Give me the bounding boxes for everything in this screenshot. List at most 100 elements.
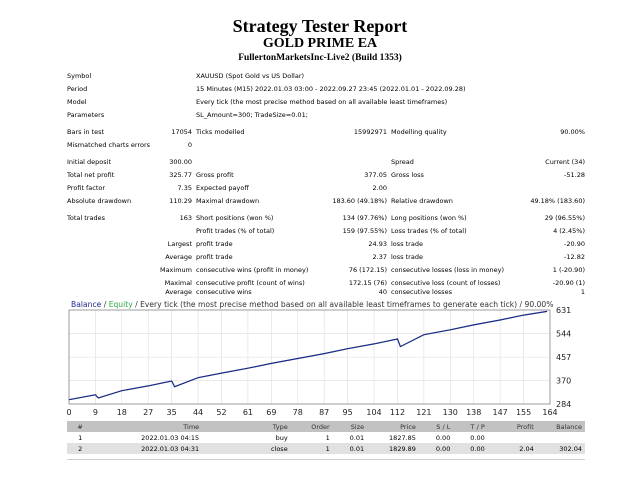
x-tick-label: 35 [167, 408, 177, 417]
cell-price: 1827.85 [367, 432, 419, 443]
plot-frame [68, 309, 551, 405]
stat-value-initial-deposit: 300.00 [169, 158, 192, 166]
deals-table: # Time Type Order Size Price S / L T / P… [67, 421, 585, 454]
x-tick-label: 52 [216, 408, 226, 417]
chart-legend: Balance / Equity / Every tick (the most … [71, 300, 553, 309]
x-tick-label: 27 [143, 408, 153, 417]
stat-label-maximal-drawdown: Maximal drawdown [196, 197, 260, 205]
balance-line [68, 310, 548, 401]
stat-value-long-positions: 29 (96.55%) [544, 214, 585, 222]
stat-value-largest-profit: 24.93 [368, 240, 387, 248]
stat-label-long-positions: Long positions (won %) [391, 214, 467, 222]
stat-pre-largest: Largest [167, 240, 192, 248]
stat-label-total-trades: Total trades [67, 214, 105, 222]
stat-value-net-profit: 325.77 [169, 171, 192, 179]
info-label-period: Period [67, 85, 88, 93]
info-value-parameters: SL_Amount=300; TradeSize=0.01; [196, 111, 308, 119]
stat-label-short-positions: Short positions (won %) [196, 214, 274, 222]
y-tick-label: 457 [556, 353, 571, 362]
x-tick-label: 78 [293, 408, 303, 417]
cell-time: 2022.01.03 04:15 [93, 432, 203, 443]
stat-value-absolute-drawdown: 110.29 [169, 197, 192, 205]
col-header-order: Order [290, 421, 333, 432]
cell-type: buy [202, 432, 291, 443]
stat-label-expected-payoff: Expected payoff [196, 184, 249, 192]
report-title: Strategy Tester Report [232, 16, 408, 36]
cell-order: 1 [290, 443, 333, 454]
stat-label-avg-cons-losses: consecutive losses [391, 288, 452, 296]
stat-label-ticks: Ticks modelled [196, 128, 245, 136]
cell-sl: 0.00 [418, 443, 454, 454]
cell-balance: 302.04 [536, 443, 585, 454]
legend-separator: / [101, 300, 108, 309]
col-header-time: Time [93, 421, 203, 432]
x-tick-label: 130 [443, 408, 458, 417]
cell-size: 0.01 [332, 443, 368, 454]
cell-time: 2022.01.03 04:31 [93, 443, 203, 454]
stat-value-average-profit: 2.37 [372, 253, 387, 261]
page-divider [67, 459, 585, 460]
legend-balance: Balance [71, 300, 102, 309]
stat-label-relative-drawdown: Relative drawdown [391, 197, 453, 205]
stat-label-profit-trades: Profit trades (% of total) [196, 227, 275, 235]
stat-value-avg-cons-wins: 40 [378, 288, 387, 296]
cell-sl: 0.00 [418, 432, 454, 443]
y-tick-label: 284 [556, 400, 571, 409]
col-header-size: Size [332, 421, 368, 432]
cell-order: 1 [290, 432, 333, 443]
cell-balance [536, 432, 585, 443]
ea-name: GOLD PRIME EA [262, 36, 378, 51]
deals-header-row: # Time Type Order Size Price S / L T / P… [67, 421, 585, 432]
stat-value-loss-trades: 4 (2.45%) [553, 227, 585, 235]
stat-label-spread: Spread [391, 158, 414, 166]
y-tick-label: 370 [556, 377, 571, 386]
col-header-profit: Profit [487, 421, 537, 432]
stat-value-short-positions: 134 (97.76%) [342, 214, 387, 222]
stat-label-maximal-cons-profit: consecutive profit (count of wins) [196, 279, 305, 287]
stat-value-gross-profit: 377.05 [364, 171, 387, 179]
col-header-price: Price [367, 421, 419, 432]
stat-value-profit-trades: 159 (97.55%) [342, 227, 387, 235]
y-tick-label: 544 [556, 330, 571, 339]
stat-label-net-profit: Total net profit [67, 171, 115, 179]
stat-value-spread: Current (34) [545, 158, 585, 166]
x-tick-label: 0 [67, 408, 72, 417]
x-tick-label: 9 [93, 408, 98, 417]
x-tick-label: 104 [366, 408, 381, 417]
x-tick-label: 112 [390, 408, 405, 417]
stat-value-max-cons-wins: 76 (172.15) [348, 266, 387, 274]
legend-equity: Equity [109, 300, 134, 309]
x-tick-label: 18 [117, 408, 127, 417]
cell-price: 1829.89 [367, 443, 419, 454]
info-value-model: Every tick (the most precise method base… [196, 98, 448, 106]
stat-value-relative-drawdown: 49.18% (183.60) [530, 197, 585, 205]
stat-value-avg-cons-losses: 1 [580, 288, 585, 296]
cell-tp: 0.00 [453, 432, 488, 443]
stat-value-bars: 17054 [171, 128, 192, 136]
x-tick-label: 44 [193, 408, 203, 417]
y-tick-label: 631 [556, 306, 571, 315]
legend-text: / Every tick (the most precise method ba… [133, 300, 554, 309]
stat-label-bars: Bars in test [67, 128, 105, 136]
info-value-period: 15 Minutes (M15) 2022.01.03 03:00 - 2022… [196, 85, 466, 93]
stat-label-absolute-drawdown: Absolute drawdown [67, 197, 132, 205]
table-row: 1 2022.01.03 04:15 buy 1 0.01 1827.85 0.… [67, 432, 585, 443]
info-label-parameters: Parameters [67, 111, 105, 119]
stat-label-mismatched: Mismatched charts errors [67, 141, 151, 149]
cell-number: 1 [67, 432, 94, 443]
stat-label-avg-cons-wins: consecutive wins [196, 288, 252, 296]
info-label-model: Model [67, 98, 87, 106]
stat-value-largest-loss: -20.90 [564, 240, 585, 248]
x-tick-label: 121 [416, 408, 431, 417]
x-tick-label: 87 [319, 408, 329, 417]
col-header-tp: T / P [453, 421, 488, 432]
stat-label-average-loss: loss trade [391, 253, 423, 261]
server-info: FullertonMarketsInc-Live2 (Build 1353) [238, 53, 402, 63]
stat-label-loss-trades: Loss trades (% of total) [391, 227, 467, 235]
cell-number: 2 [67, 443, 94, 454]
cell-profit [487, 432, 537, 443]
stat-pre-average: Average [165, 253, 192, 261]
stat-pre-average-cons-wins: Average [165, 288, 192, 296]
x-tick-label: 61 [243, 408, 253, 417]
stat-value-maximal-cons-loss: -20.90 (1) [552, 279, 585, 287]
